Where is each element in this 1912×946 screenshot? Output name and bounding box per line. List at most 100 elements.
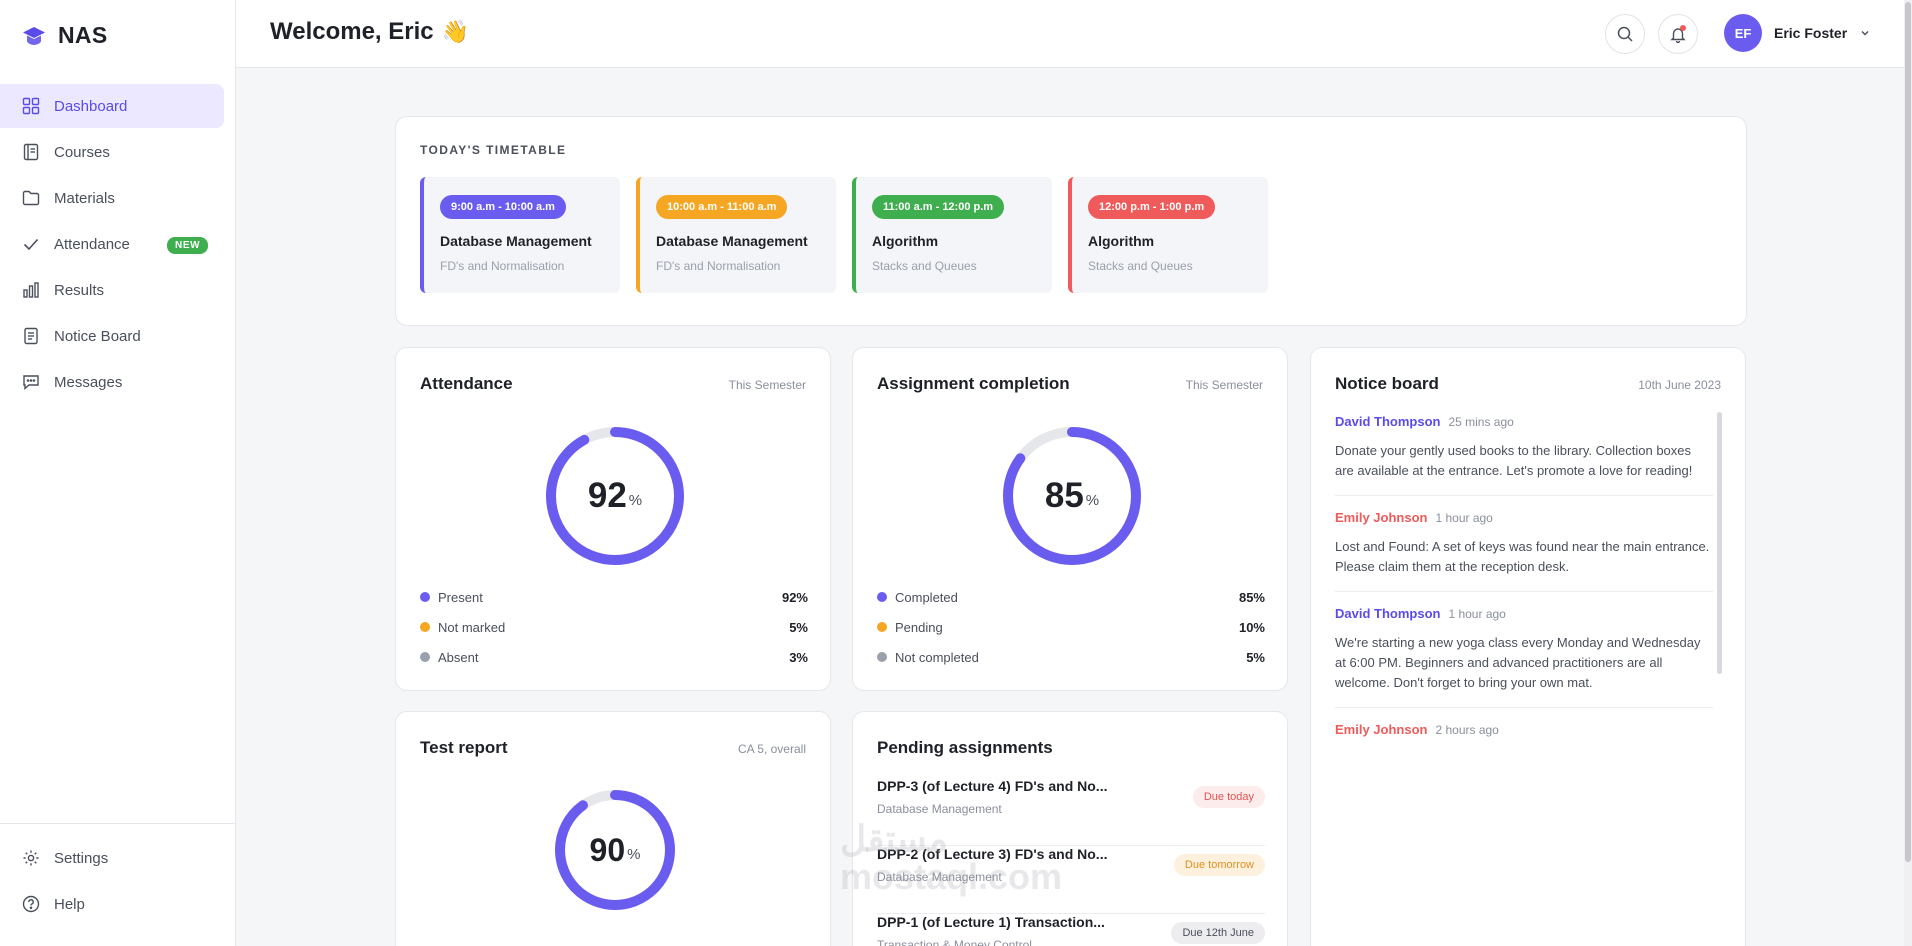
notice-author[interactable]: David Thompson	[1335, 606, 1441, 621]
legend-row: Not marked 5%	[420, 612, 808, 642]
card-title: Test report	[420, 738, 508, 757]
notice-item[interactable]: Emily Johnson 2 hours ago	[1335, 718, 1713, 763]
notice-body: Lost and Found: A set of keys was found …	[1335, 539, 1710, 574]
timetable-slot[interactable]: 12:00 p.m - 1:00 p.m Algorithm Stacks an…	[1068, 177, 1268, 293]
notification-dot	[1680, 25, 1686, 31]
notifications-button[interactable]	[1658, 14, 1698, 54]
sidebar-item-attendance[interactable]: Attendance NEW	[0, 222, 224, 266]
attendance-card: Attendance This Semester 92% Present 92% …	[395, 347, 831, 691]
avatar: EF	[1724, 14, 1762, 52]
sidebar-item-messages[interactable]: Messages	[0, 360, 224, 404]
sidebar-item-help[interactable]: Help	[0, 882, 224, 926]
notice-time: 1 hour ago	[1448, 607, 1506, 621]
legend-label: Absent	[438, 649, 479, 665]
sidebar-item-label: Materials	[54, 189, 115, 207]
legend-dot	[877, 652, 887, 662]
pending-assignments-card: Pending assignments DPP-3 (of Lecture 4)…	[852, 711, 1288, 946]
notice-time: 2 hours ago	[1435, 723, 1499, 737]
legend-row: Absent 3%	[420, 642, 808, 672]
sidebar-item-materials[interactable]: Materials	[0, 176, 224, 220]
legend-value: 85%	[1238, 589, 1265, 605]
sidebar-item-label: Notice Board	[54, 327, 141, 345]
legend-value: 5%	[789, 619, 808, 635]
donut-arc	[555, 790, 675, 910]
sidebar-item-notice-board[interactable]: Notice Board	[0, 314, 224, 358]
pending-item[interactable]: DPP-2 (of Lecture 3) FD's and No... Data…	[877, 846, 1265, 914]
legend-value: 10%	[1238, 619, 1265, 635]
sidebar-item-label: Help	[54, 895, 85, 913]
timetable-slot[interactable]: 10:00 a.m - 11:00 a.m Database Managemen…	[636, 177, 836, 293]
donut-number: 90	[589, 831, 626, 868]
wave-emoji: 👋	[441, 19, 470, 44]
slot-topic: FD's and Normalisation	[440, 259, 565, 273]
notice-author[interactable]: Emily Johnson	[1335, 510, 1428, 525]
sidebar-item-courses[interactable]: Courses	[0, 130, 224, 174]
slot-time: 9:00 a.m - 10:00 a.m	[440, 195, 566, 219]
user-name: Eric Foster	[1774, 25, 1848, 41]
pending-item[interactable]: DPP-3 (of Lecture 4) FD's and No... Data…	[877, 778, 1265, 846]
timetable-label: TODAY'S TIMETABLE	[420, 143, 567, 157]
sidebar-item-dashboard[interactable]: Dashboard	[0, 84, 224, 128]
help-icon	[22, 895, 40, 913]
due-badge: Due today	[1192, 786, 1265, 808]
legend-value: 5%	[1246, 649, 1265, 665]
legend-label: Present	[438, 589, 483, 605]
search-button[interactable]	[1605, 14, 1645, 54]
notice-list[interactable]: David Thompson 25 mins ago Donate your ge…	[1335, 410, 1713, 790]
app-name: NAS	[58, 22, 108, 48]
donut-unit: %	[627, 845, 641, 863]
gear-icon	[23, 850, 39, 866]
legend-row: Present 92%	[420, 582, 808, 612]
app-logo[interactable]: NAS	[22, 22, 107, 49]
legend-label: Pending	[895, 619, 943, 635]
legend-label: Not marked	[438, 619, 506, 635]
pending-list: DPP-3 (of Lecture 4) FD's and No... Data…	[877, 778, 1265, 946]
due-badge: Due tomorrow	[1173, 854, 1265, 876]
legend-row: Pending 10%	[877, 612, 1265, 642]
notice-item[interactable]: David Thompson 1 hour ago We're starting …	[1335, 602, 1713, 708]
sidebar-item-settings[interactable]: Settings	[0, 836, 224, 880]
page-scrollbar[interactable]	[1904, 0, 1912, 946]
assignment-title[interactable]: DPP-3 (of Lecture 4) FD's and No...	[877, 778, 1108, 794]
timetable-slot[interactable]: 11:00 a.m - 12:00 p.m Algorithm Stacks a…	[852, 177, 1052, 293]
notice-scrollbar[interactable]	[1717, 412, 1722, 674]
notice-body: We're starting a new yoga class every Mo…	[1335, 635, 1701, 690]
due-badge: Due 12th June	[1171, 922, 1265, 944]
pending-item[interactable]: DPP-1 (of Lecture 1) Transaction... Tran…	[877, 914, 1265, 946]
card-title: Assignment completion	[877, 374, 1070, 393]
new-badge: NEW	[167, 237, 209, 254]
page-scroll-thumb[interactable]	[1905, 2, 1911, 862]
notice-item[interactable]: David Thompson 25 mins ago Donate your ge…	[1335, 410, 1713, 496]
grid-icon	[22, 97, 40, 115]
notice-author[interactable]: Emily Johnson	[1335, 722, 1428, 737]
slot-topic: FD's and Normalisation	[656, 259, 781, 273]
sidebar-item-label: Dashboard	[54, 97, 128, 115]
legend-dot	[877, 622, 887, 632]
user-menu[interactable]: EF Eric Foster	[1724, 14, 1871, 52]
sidebar-item-results[interactable]: Results	[0, 268, 224, 312]
book-icon	[23, 143, 39, 161]
notice-item[interactable]: Emily Johnson 1 hour ago Lost and Found: …	[1335, 506, 1713, 592]
timetable-slot[interactable]: 9:00 a.m - 10:00 a.m Database Management…	[420, 177, 620, 293]
slot-time: 10:00 a.m - 11:00 a.m	[656, 195, 788, 219]
graduation-cap-icon	[23, 26, 45, 45]
legend-label: Not completed	[895, 649, 979, 665]
slot-subject: Algorithm	[872, 233, 939, 249]
donut-unit: %	[628, 491, 643, 509]
assignment-completion-card: Assignment completion This Semester 85% …	[852, 347, 1288, 691]
assignment-title[interactable]: DPP-2 (of Lecture 3) FD's and No...	[877, 846, 1108, 862]
folder-icon	[22, 190, 40, 206]
assignment-course: Transaction & Money Control	[877, 938, 1032, 946]
notice-time: 25 mins ago	[1448, 415, 1514, 429]
notice-author[interactable]: David Thompson	[1335, 414, 1441, 429]
legend-dot	[420, 622, 430, 632]
message-icon	[23, 375, 39, 391]
bar-chart-icon	[23, 282, 39, 298]
sidebar-bottom-nav: Settings Help	[0, 836, 236, 928]
assignment-title[interactable]: DPP-1 (of Lecture 1) Transaction...	[877, 914, 1105, 930]
sidebar: NAS Dashboard Courses Materials Attendan…	[0, 0, 236, 946]
donut-number: 92	[587, 476, 627, 515]
notice-board-card: Notice board 10th June 2023 David Thomps…	[1310, 347, 1746, 946]
timetable-card: TODAY'S TIMETABLE 9:00 a.m - 10:00 a.m D…	[395, 116, 1747, 326]
check-icon	[23, 238, 39, 251]
